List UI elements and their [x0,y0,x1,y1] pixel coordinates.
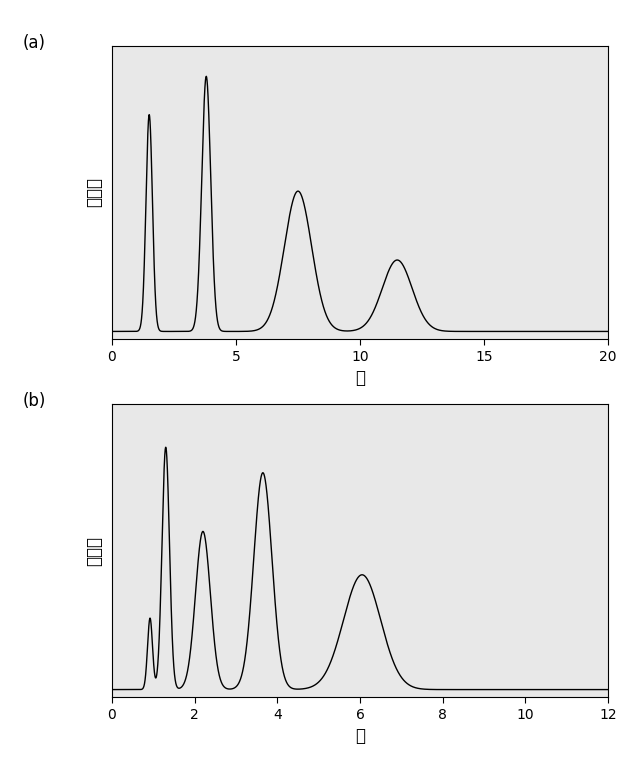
X-axis label: 分: 分 [355,369,365,387]
Y-axis label: 吸光度: 吸光度 [86,536,104,565]
Text: (b): (b) [22,392,46,411]
Y-axis label: 吸光度: 吸光度 [86,178,104,207]
Text: (a): (a) [22,34,45,53]
X-axis label: 分: 分 [355,727,365,745]
